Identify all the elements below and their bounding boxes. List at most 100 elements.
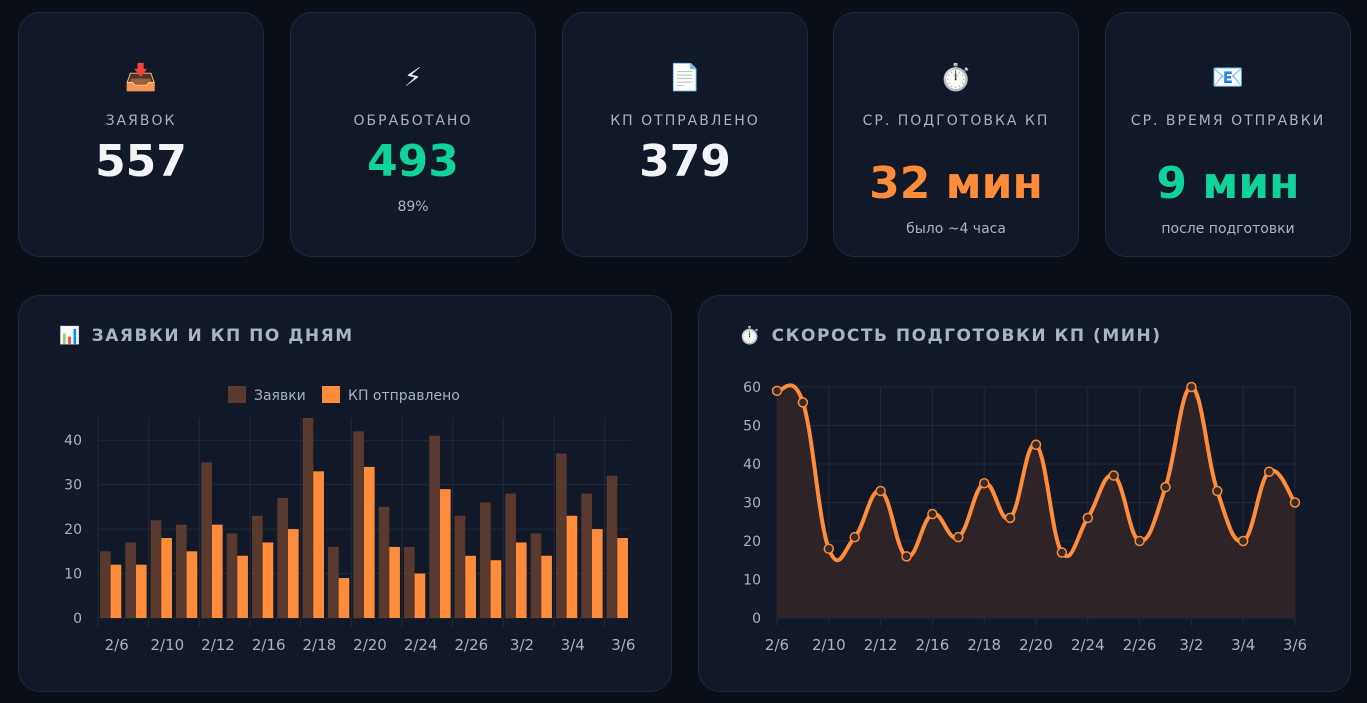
bar	[490, 560, 502, 618]
data-point	[875, 485, 886, 497]
x-tick-label: 2/26	[1123, 636, 1157, 654]
bar	[252, 515, 263, 618]
data-point	[823, 543, 835, 554]
bar	[363, 466, 375, 618]
bar	[617, 538, 628, 618]
bar	[404, 546, 415, 618]
bar	[378, 506, 390, 618]
bar	[439, 489, 451, 618]
y-tick-label: 50	[743, 419, 761, 435]
stat-card: 📥 ЗАЯВОК 557	[18, 12, 264, 257]
x-tick-label: 2/24	[1071, 636, 1105, 654]
bar	[262, 542, 274, 618]
stopwatch-icon: ⏱️	[739, 326, 762, 346]
data-point	[927, 508, 938, 520]
stat-sub: 89%	[397, 199, 429, 215]
stat-value: 379	[639, 136, 731, 187]
data-point	[1263, 466, 1275, 477]
data-point	[1237, 535, 1249, 547]
bar-chart-title: 📊 ЗАЯВКИ И КП ПО ДНЯМ	[59, 326, 354, 346]
stat-card: 📄 КП ОТПРАВЛЕНО 379	[562, 12, 808, 257]
data-point	[1056, 547, 1068, 558]
lightning-icon: ⚡	[403, 63, 423, 93]
legend-swatch	[228, 386, 246, 403]
data-point	[771, 385, 783, 397]
x-tick-label: 2/16	[252, 636, 286, 654]
bar	[338, 578, 350, 618]
stat-label: ЗАЯВОК	[105, 113, 177, 129]
x-tick-label: 2/10	[812, 636, 846, 654]
bar	[302, 418, 314, 618]
data-point	[1212, 485, 1223, 497]
bar	[161, 538, 172, 618]
bar	[211, 524, 223, 618]
bar	[581, 493, 592, 618]
bar	[389, 546, 400, 618]
x-tick-label: 3/4	[1231, 636, 1255, 654]
bar	[150, 520, 162, 618]
bar	[100, 551, 111, 618]
stat-label: СР. ВРЕМЯ ОТПРАВКИ	[1130, 113, 1326, 129]
stat-card: ⏱️ СР. ПОДГОТОВКА КП 32 мин было ~4 часа	[833, 12, 1079, 257]
bar	[515, 542, 527, 618]
stat-label: СР. ПОДГОТОВКА КП	[862, 113, 1050, 129]
x-tick-label: 2/6	[105, 636, 129, 654]
bar	[541, 555, 552, 618]
stopwatch-icon: ⏱️	[939, 63, 973, 93]
y-tick-label: 0	[73, 611, 82, 627]
bar	[110, 564, 122, 618]
stat-value: 32 мин	[869, 158, 1043, 209]
bar	[591, 529, 603, 618]
bar	[566, 515, 578, 618]
bar	[176, 524, 187, 618]
stat-value: 493	[367, 136, 459, 187]
email-icon: 📧	[1211, 63, 1245, 93]
bar	[465, 555, 476, 618]
stat-value: 557	[95, 136, 187, 187]
bar	[135, 564, 147, 618]
y-tick-label: 60	[743, 380, 761, 396]
line-chart-title: ⏱️ СКОРОСТЬ ПОДГОТОВКИ КП (МИН)	[739, 326, 1162, 346]
data-point	[1160, 481, 1171, 493]
x-tick-label: 2/18	[302, 636, 336, 654]
legend-label: Заявки	[254, 388, 306, 404]
bar	[530, 533, 542, 618]
y-tick-label: 40	[743, 457, 761, 473]
bar	[429, 435, 440, 618]
data-point	[1030, 439, 1042, 450]
bar	[201, 462, 212, 618]
bar	[287, 529, 299, 618]
bar	[505, 493, 516, 618]
data-point	[1108, 470, 1119, 481]
data-point	[978, 478, 990, 489]
bar-chart-icon: 📊	[59, 326, 82, 346]
data-point	[1289, 497, 1301, 508]
x-tick-label: 3/2	[1179, 636, 1203, 654]
stat-label: КП ОТПРАВЛЕНО	[610, 113, 760, 129]
y-tick-label: 30	[64, 478, 82, 494]
y-tick-label: 20	[743, 534, 761, 550]
legend-label: КП отправлено	[348, 388, 460, 404]
data-point	[1082, 512, 1094, 524]
bar	[353, 431, 364, 618]
bar	[313, 471, 324, 618]
bar	[328, 546, 339, 618]
data-point	[1134, 535, 1145, 547]
y-tick-label: 40	[64, 433, 82, 449]
y-tick-label: 10	[743, 573, 761, 589]
x-tick-label: 2/10	[150, 636, 184, 654]
x-tick-label: 3/6	[611, 636, 635, 654]
data-point	[1186, 381, 1197, 393]
data-point	[953, 531, 964, 543]
bar	[277, 498, 288, 618]
data-point	[797, 397, 809, 408]
document-icon: 📄	[668, 63, 702, 93]
x-tick-label: 2/20	[1019, 636, 1053, 654]
bar	[125, 542, 136, 618]
stat-sub: было ~4 часа	[906, 221, 1006, 237]
x-tick-label: 2/24	[404, 636, 438, 654]
stat-label: ОБРАБОТАНО	[353, 113, 473, 129]
bar	[226, 533, 238, 618]
x-tick-label: 3/2	[510, 636, 534, 654]
